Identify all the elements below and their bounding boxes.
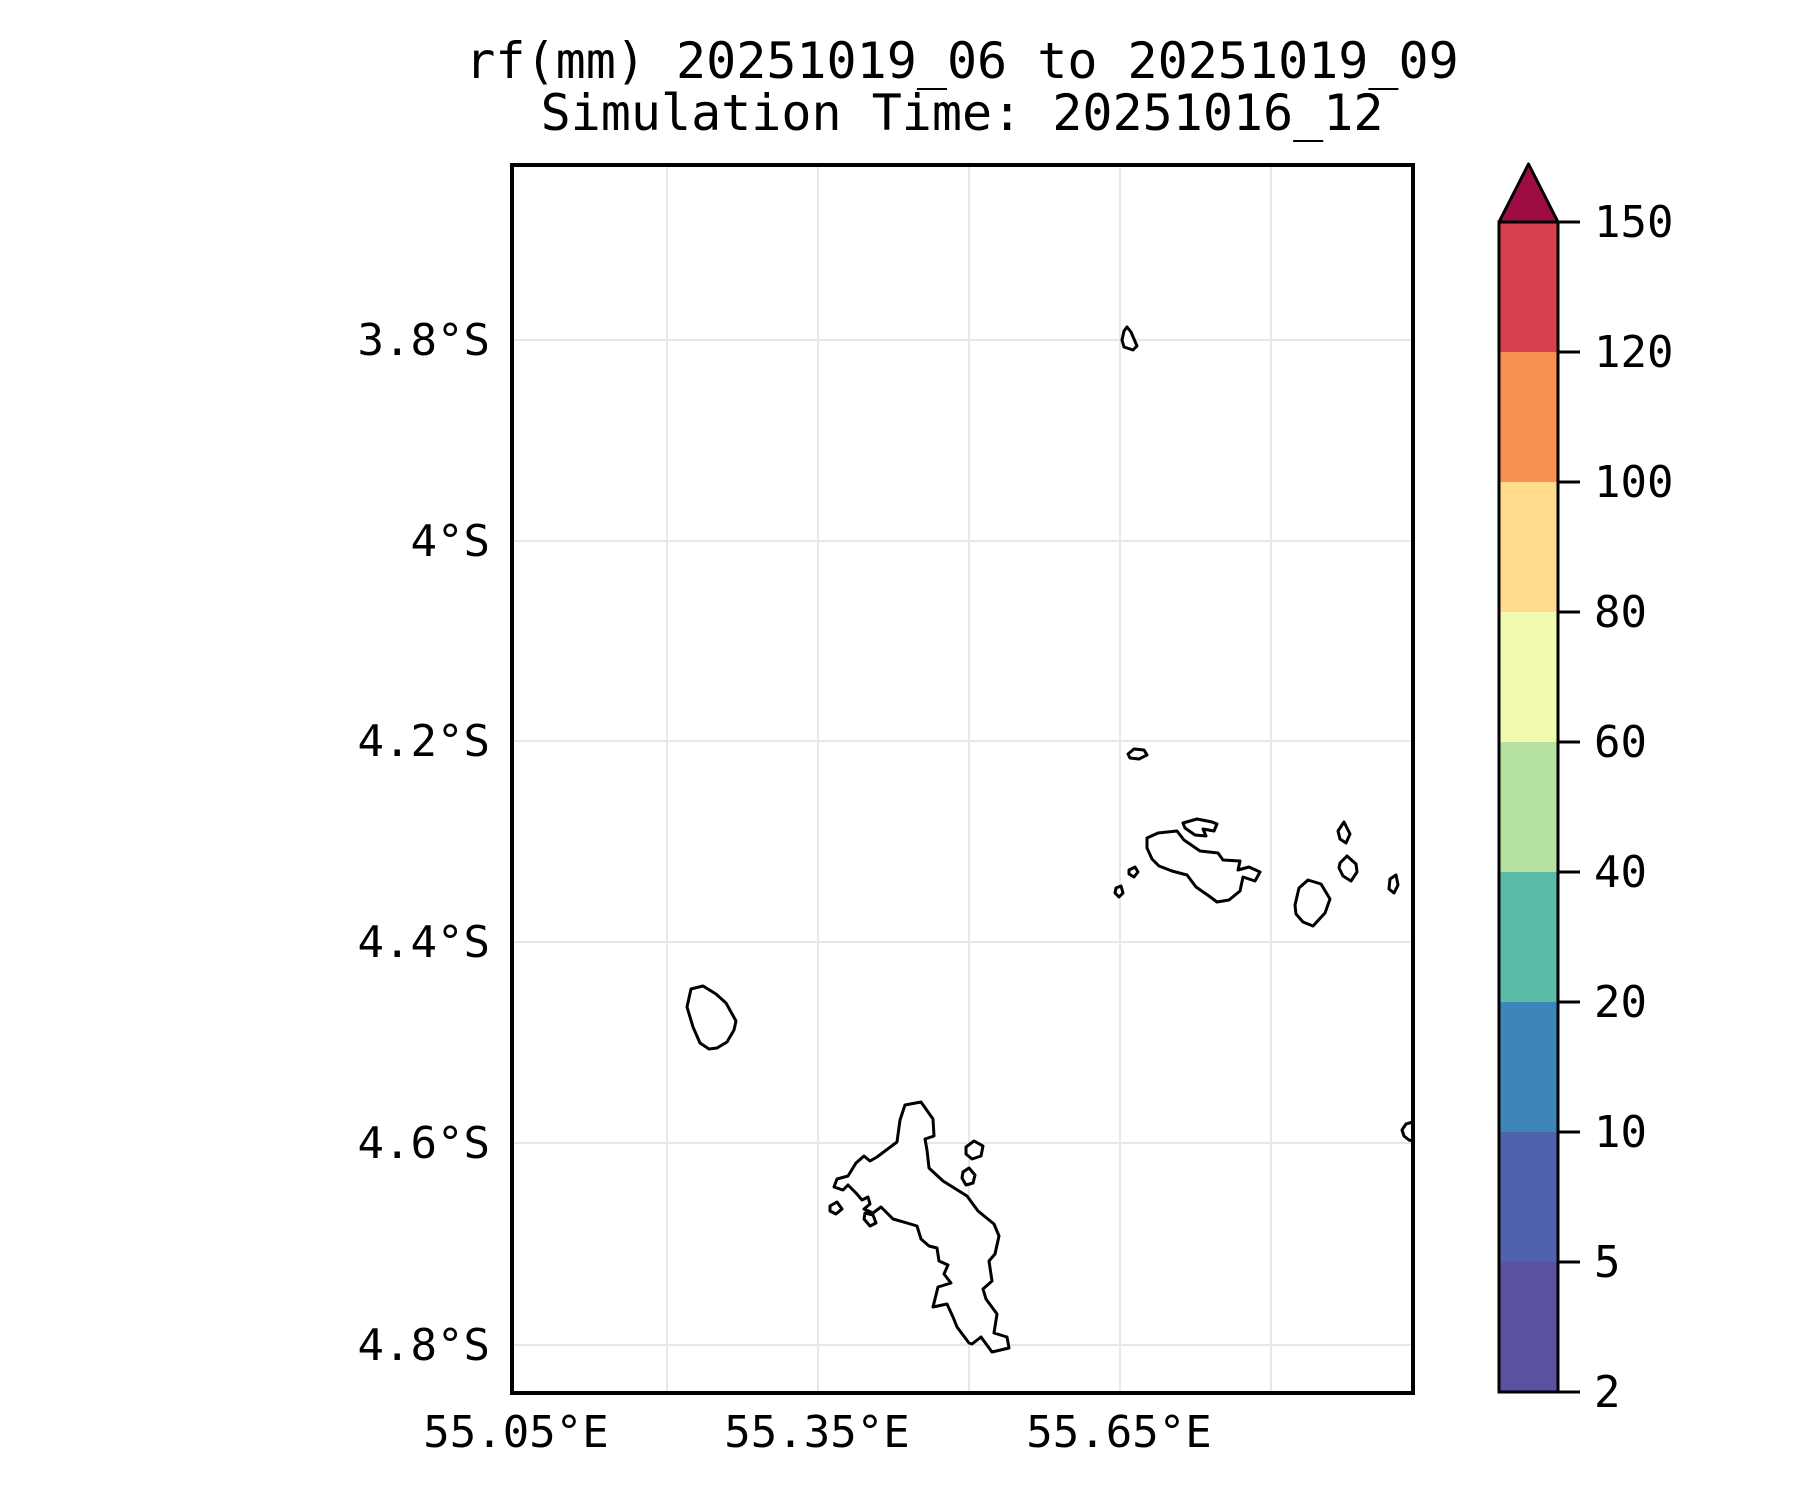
island-outline-fregate-clipped: [1400, 1120, 1414, 1143]
island-outline-denis: [1120, 325, 1139, 352]
island-outline-conception: [862, 1211, 878, 1228]
y-tick-label-4-8s: 4.8°S: [358, 1320, 490, 1371]
x-tick-label-55-35e: 55.35°E: [724, 1407, 909, 1458]
island-outline-cousine: [1113, 884, 1125, 899]
colorbar-label-10: 10: [1594, 1107, 1647, 1158]
colorbar-segment-2-5: [1499, 1262, 1558, 1392]
colorbar-ticks: [1558, 220, 1580, 1394]
island-outline-aride: [1126, 747, 1149, 761]
island-outline-felicite: [1336, 820, 1352, 845]
y-tick-label-4-6s: 4.6°S: [358, 1118, 490, 1169]
colorbar-segment-5-10: [1499, 1132, 1558, 1262]
colorbar-label-100: 100: [1594, 457, 1673, 508]
y-tick-label-3-8s: 3.8°S: [358, 315, 490, 366]
island-outline-mahe: [832, 1100, 1011, 1354]
colorbar-outline: [1497, 220, 1560, 1394]
figure-title-line2: Simulation Time: 20251016_12: [541, 84, 1384, 142]
colorbar-over-arrow: [1497, 162, 1560, 224]
y-tick-label-4s: 4°S: [411, 516, 490, 567]
colorbar-label-40: 40: [1594, 847, 1647, 898]
colorbar: 150 120 100 80 60 40 20 10 5 2: [1497, 162, 1673, 1418]
figure-title-line1: rf(mm) 20251019_06 to 20251019_09: [465, 32, 1458, 90]
map-border: [510, 163, 1415, 1395]
colorbar-label-5: 5: [1594, 1237, 1621, 1288]
island-outline-praslin: [1145, 829, 1262, 904]
colorbar-segment-20-40: [1499, 872, 1558, 1002]
colorbar-label-2: 2: [1594, 1367, 1621, 1418]
colorbar-segment-40-60: [1499, 742, 1558, 872]
colorbar-label-120: 120: [1594, 327, 1673, 378]
island-outline-la-digue: [1293, 878, 1332, 928]
colorbar-segment-10-20: [1499, 1002, 1558, 1132]
x-axis-tick-labels: 55.05°E 55.35°E 55.65°E: [423, 1407, 1211, 1458]
colorbar-segment-80-100: [1499, 482, 1558, 612]
x-tick-label-55-65e: 55.65°E: [1026, 1407, 1211, 1458]
y-tick-label-4-2s: 4.2°S: [358, 716, 490, 767]
x-tick-label-55-05e: 55.05°E: [423, 1407, 608, 1458]
island-outline-moyenne: [960, 1166, 977, 1187]
colorbar-segment-120-150: [1499, 222, 1558, 352]
island-outline-curieuse: [1181, 817, 1219, 838]
colorbar-segment-60-80: [1499, 612, 1558, 742]
island-outline-marianne: [1387, 873, 1400, 895]
island-outline-grande-soeur: [1337, 854, 1359, 883]
latitude-gridlines: [512, 339, 1413, 1346]
island-outline-ste-anne: [964, 1139, 985, 1161]
colorbar-label-80: 80: [1594, 587, 1647, 638]
y-tick-label-4-4s: 4.4°S: [358, 917, 490, 968]
island-outline-therese: [828, 1200, 844, 1216]
longitude-gridlines: [666, 165, 1272, 1393]
colorbar-label-20: 20: [1594, 977, 1647, 1028]
coastlines: [685, 325, 1414, 1354]
island-outline-silhouette: [685, 984, 738, 1051]
colorbar-segment-100-120: [1499, 352, 1558, 482]
y-axis-tick-labels: 3.8°S 4°S 4.2°S 4.4°S 4.6°S 4.8°S: [358, 315, 490, 1371]
colorbar-label-150: 150: [1594, 197, 1673, 248]
colorbar-tick-labels: 150 120 100 80 60 40 20 10 5 2: [1594, 197, 1673, 1418]
colorbar-label-60: 60: [1594, 717, 1647, 768]
island-outline-cousin: [1127, 865, 1140, 879]
map-panel-background: [512, 165, 1413, 1393]
